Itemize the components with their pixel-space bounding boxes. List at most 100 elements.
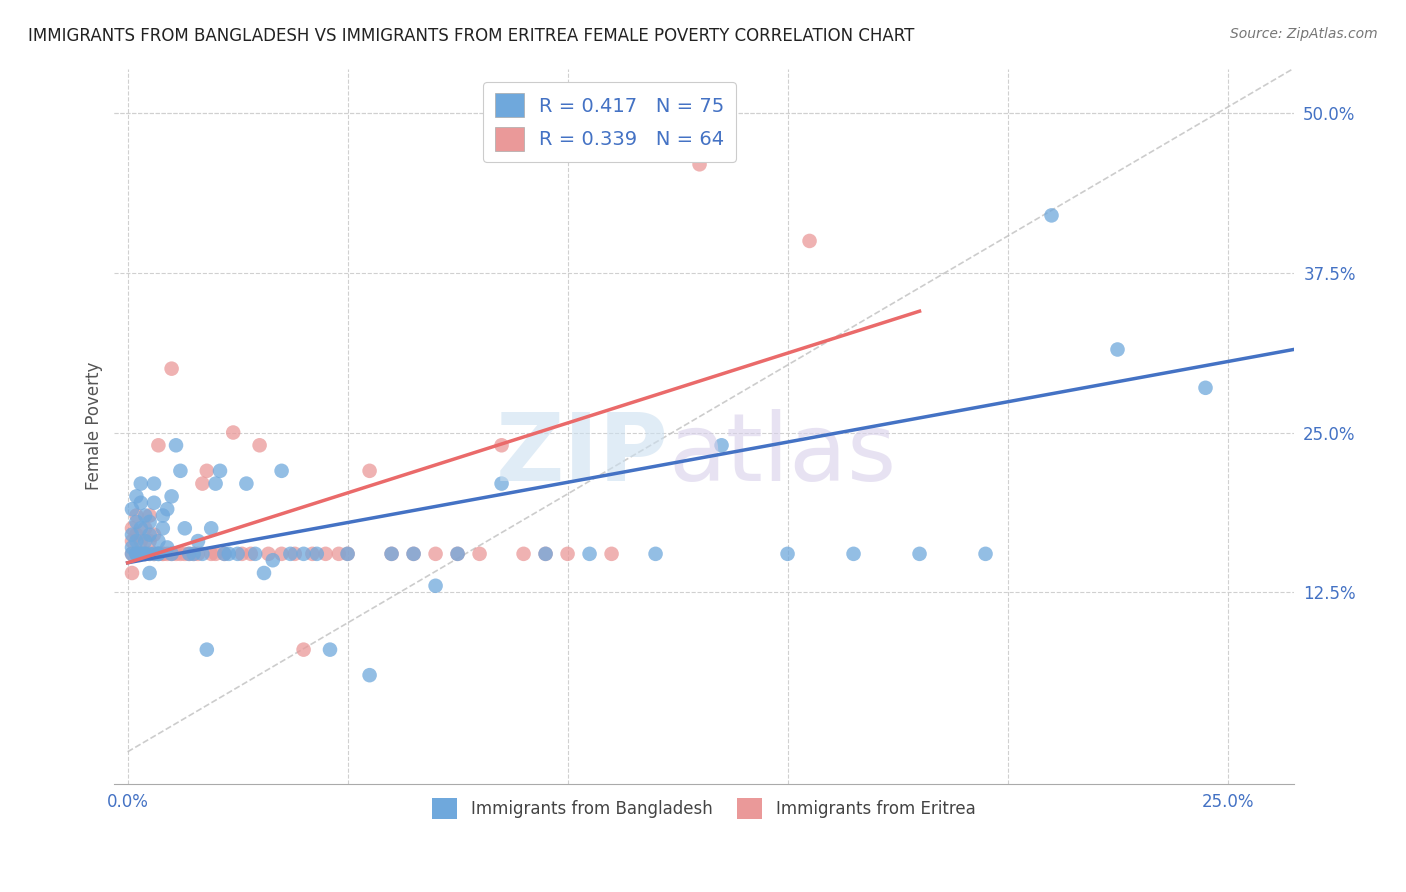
Point bbox=[160, 547, 183, 561]
Point bbox=[280, 547, 302, 561]
Point bbox=[319, 642, 342, 657]
Point bbox=[226, 547, 249, 561]
Point bbox=[143, 496, 166, 510]
Point bbox=[173, 547, 195, 561]
Point bbox=[169, 547, 191, 561]
Point bbox=[152, 547, 174, 561]
Point bbox=[121, 541, 143, 555]
Point bbox=[143, 476, 166, 491]
Point bbox=[270, 464, 292, 478]
Legend: Immigrants from Bangladesh, Immigrants from Eritrea: Immigrants from Bangladesh, Immigrants f… bbox=[426, 792, 983, 825]
Point bbox=[359, 464, 381, 478]
Point bbox=[270, 547, 292, 561]
Point bbox=[138, 547, 160, 561]
Point bbox=[165, 547, 187, 561]
Point bbox=[557, 547, 579, 561]
Point bbox=[129, 534, 152, 549]
Point bbox=[292, 547, 315, 561]
Point bbox=[156, 547, 179, 561]
Point bbox=[152, 508, 174, 523]
Point bbox=[284, 547, 307, 561]
Point bbox=[134, 534, 156, 549]
Point bbox=[534, 547, 557, 561]
Point bbox=[148, 547, 170, 561]
Point bbox=[315, 547, 337, 561]
Point bbox=[245, 547, 267, 561]
Point bbox=[235, 476, 257, 491]
Point bbox=[200, 547, 222, 561]
Point bbox=[974, 547, 997, 561]
Point bbox=[218, 547, 240, 561]
Point bbox=[195, 464, 218, 478]
Point bbox=[491, 476, 513, 491]
Point bbox=[121, 502, 143, 516]
Point bbox=[305, 547, 328, 561]
Point bbox=[148, 534, 170, 549]
Point bbox=[125, 489, 148, 503]
Point bbox=[138, 515, 160, 529]
Point bbox=[160, 547, 183, 561]
Point bbox=[134, 508, 156, 523]
Point bbox=[125, 547, 148, 561]
Point bbox=[148, 438, 170, 452]
Point bbox=[125, 508, 148, 523]
Point bbox=[125, 547, 148, 561]
Point bbox=[138, 534, 160, 549]
Point bbox=[359, 668, 381, 682]
Point bbox=[148, 547, 170, 561]
Point bbox=[134, 521, 156, 535]
Point bbox=[336, 547, 359, 561]
Point bbox=[134, 547, 156, 561]
Point bbox=[129, 547, 152, 561]
Point bbox=[1040, 208, 1063, 222]
Point bbox=[908, 547, 931, 561]
Point bbox=[239, 547, 262, 561]
Point bbox=[138, 508, 160, 523]
Point bbox=[195, 642, 218, 657]
Point bbox=[253, 566, 276, 580]
Point bbox=[129, 476, 152, 491]
Point bbox=[134, 547, 156, 561]
Text: IMMIGRANTS FROM BANGLADESH VS IMMIGRANTS FROM ERITREA FEMALE POVERTY CORRELATION: IMMIGRANTS FROM BANGLADESH VS IMMIGRANTS… bbox=[28, 27, 914, 45]
Point bbox=[231, 547, 253, 561]
Point bbox=[183, 547, 205, 561]
Point bbox=[402, 547, 425, 561]
Point bbox=[214, 547, 236, 561]
Point bbox=[799, 234, 821, 248]
Point bbox=[121, 547, 143, 561]
Point bbox=[446, 547, 468, 561]
Point bbox=[191, 547, 214, 561]
Point bbox=[125, 527, 148, 541]
Point bbox=[129, 521, 152, 535]
Point bbox=[121, 566, 143, 580]
Point bbox=[152, 547, 174, 561]
Point bbox=[534, 547, 557, 561]
Point bbox=[121, 547, 143, 561]
Point bbox=[222, 425, 245, 440]
Point bbox=[204, 547, 226, 561]
Point bbox=[491, 438, 513, 452]
Point bbox=[204, 476, 226, 491]
Text: ZIP: ZIP bbox=[496, 409, 669, 500]
Text: Source: ZipAtlas.com: Source: ZipAtlas.com bbox=[1230, 27, 1378, 41]
Point bbox=[125, 547, 148, 561]
Point bbox=[187, 534, 209, 549]
Point bbox=[148, 547, 170, 561]
Point bbox=[129, 547, 152, 561]
Point bbox=[446, 547, 468, 561]
Point bbox=[191, 476, 214, 491]
Point bbox=[842, 547, 865, 561]
Point bbox=[143, 547, 166, 561]
Point bbox=[425, 547, 447, 561]
Point bbox=[160, 361, 183, 376]
Point bbox=[179, 547, 201, 561]
Point bbox=[262, 553, 284, 567]
Point bbox=[689, 157, 711, 171]
Point bbox=[644, 547, 666, 561]
Point bbox=[381, 547, 404, 561]
Point bbox=[710, 438, 733, 452]
Point bbox=[301, 547, 323, 561]
Point bbox=[125, 515, 148, 529]
Point bbox=[165, 438, 187, 452]
Point bbox=[776, 547, 799, 561]
